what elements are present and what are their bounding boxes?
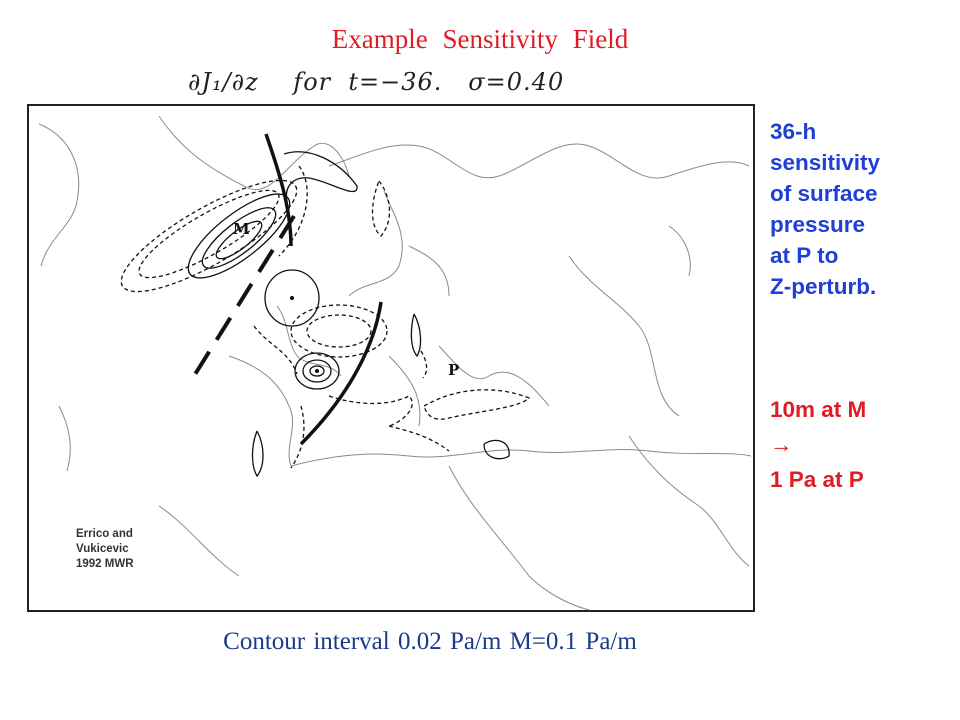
side-note-line: pressure	[770, 212, 866, 237]
side-note: 36-h sensitivity of surface pressure at …	[770, 116, 955, 302]
center-dot-north	[290, 296, 294, 300]
center-dot-south	[315, 369, 319, 373]
ridge-line-south	[299, 301, 383, 446]
map-drawing	[38, 115, 752, 610]
caption: Contour interval 0.02 Pa/m M=0.1 Pa/m	[223, 628, 637, 655]
side-note-line: Z-perturb.	[770, 274, 877, 299]
slide-title: Example Sensitivity Field	[331, 24, 629, 54]
side-note-line: of surface	[770, 181, 878, 206]
trough-dashed-line	[192, 214, 296, 378]
credit-line: Errico and	[76, 528, 133, 540]
arrow-icon: →	[770, 432, 793, 457]
map-heading: ∂J₁/∂z for t=−36. σ=0.40	[188, 68, 565, 96]
side-note-red: 10m at M → 1 Pa at P	[770, 392, 955, 497]
side-note-line: sensitivity	[770, 150, 881, 175]
contours-m	[187, 151, 358, 279]
sensitivity-map: M P	[27, 104, 755, 612]
ridge-line-north	[264, 133, 293, 247]
dashed-contours-m	[120, 165, 391, 375]
credit-line: 1992 MWR	[76, 558, 134, 570]
side-note-line: 36-h	[770, 119, 817, 144]
label-p: P	[448, 361, 460, 379]
coastlines	[38, 115, 752, 610]
dashed-contours-center	[290, 304, 531, 469]
contours-center	[251, 269, 510, 478]
credit-line: Vukicevic	[76, 543, 129, 555]
side-note-line: at P to	[770, 243, 839, 268]
side-note-red-line: 1 Pa at P	[770, 467, 864, 492]
credit-note: Errico and Vukicevic 1992 MWR	[76, 527, 166, 572]
label-m: M	[233, 220, 250, 238]
side-note-red-line: 10m at M	[770, 397, 867, 422]
